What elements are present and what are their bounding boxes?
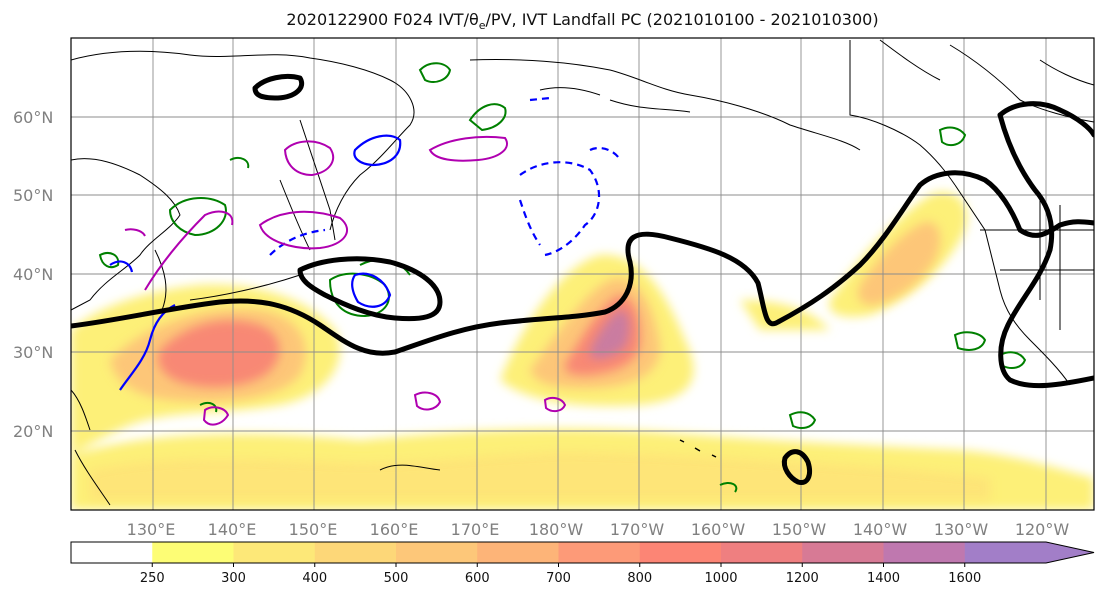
colorbar-tick-label: 1600 bbox=[948, 571, 981, 586]
colorbar-tick-label: 600 bbox=[465, 571, 490, 586]
map-frame bbox=[70, 37, 1095, 511]
lon-label: 140°E bbox=[208, 520, 257, 539]
map-panel bbox=[70, 37, 1095, 511]
colorbar-tick-label: 700 bbox=[546, 571, 571, 586]
colorbar-swatch bbox=[233, 542, 316, 563]
latitude-labels: 60°N 50°N 40°N 30°N 20°N bbox=[13, 108, 53, 441]
colorbar-tick-labels: 250 300 400 500 600 700 800 1000 1200 1400 1600 bbox=[140, 563, 981, 586]
colorbar-tick-label: 1400 bbox=[867, 571, 900, 586]
colorbar-swatch bbox=[802, 542, 884, 563]
coastlines bbox=[71, 39, 1094, 506]
lat-label: 20°N bbox=[13, 422, 53, 441]
lat-label: 40°N bbox=[13, 265, 53, 284]
colorbar-tick-label: 500 bbox=[384, 571, 409, 586]
lon-label: 150°W bbox=[772, 520, 827, 539]
lon-label: 130°W bbox=[934, 520, 989, 539]
colorbar-swatch bbox=[477, 542, 559, 563]
colorbar-swatch bbox=[883, 542, 966, 563]
colorbar-swatch bbox=[639, 542, 722, 563]
colorbar-swatch bbox=[558, 542, 641, 563]
lon-label: 120°W bbox=[1015, 520, 1070, 539]
lon-label: 160°E bbox=[370, 520, 419, 539]
colorbar-tick-label: 250 bbox=[140, 571, 165, 586]
graticule bbox=[71, 38, 1094, 510]
colorbar-tick-label: 400 bbox=[302, 571, 327, 586]
colorbar-swatches bbox=[70, 541, 1095, 564]
colorbar-tick-label: 1000 bbox=[704, 571, 737, 586]
lon-label: 140°W bbox=[853, 520, 908, 539]
colorbar-swatch bbox=[71, 542, 153, 563]
pv-negative-contours bbox=[269, 96, 621, 257]
lat-label: 60°N bbox=[13, 108, 53, 127]
colorbar-swatch bbox=[152, 542, 234, 563]
ivt-landfall-pc-contours bbox=[71, 73, 1094, 486]
colorbar-swatch bbox=[721, 542, 803, 563]
secondary-magenta-contours bbox=[124, 135, 567, 426]
colorbar-swatch bbox=[314, 542, 397, 563]
lon-label: 170°W bbox=[610, 520, 665, 539]
colorbar: 250 300 400 500 600 700 800 1000 1200 1400 1600 bbox=[70, 541, 1095, 586]
lat-label: 30°N bbox=[13, 343, 53, 362]
page-title: 2020122900 F024 IVT/θe/PV, IVT Landfall … bbox=[286, 10, 879, 33]
longitude-labels: 130°E 140°E 150°E 160°E 170°E 180°W 170°… bbox=[127, 520, 1070, 539]
colorbar-swatch bbox=[964, 542, 1094, 563]
lon-label: 170°E bbox=[451, 520, 500, 539]
colorbar-tick-label: 1200 bbox=[786, 571, 819, 586]
colorbar-swatch bbox=[396, 542, 478, 563]
lat-label: 50°N bbox=[13, 186, 53, 205]
lon-label: 150°E bbox=[289, 520, 338, 539]
colorbar-tick-label: 300 bbox=[221, 571, 246, 586]
colorbar-tick-label: 800 bbox=[627, 571, 652, 586]
lon-label: 130°E bbox=[127, 520, 176, 539]
colorbar-outline bbox=[70, 541, 1095, 564]
lon-label: 160°W bbox=[691, 520, 746, 539]
lon-label: 180°W bbox=[529, 520, 584, 539]
